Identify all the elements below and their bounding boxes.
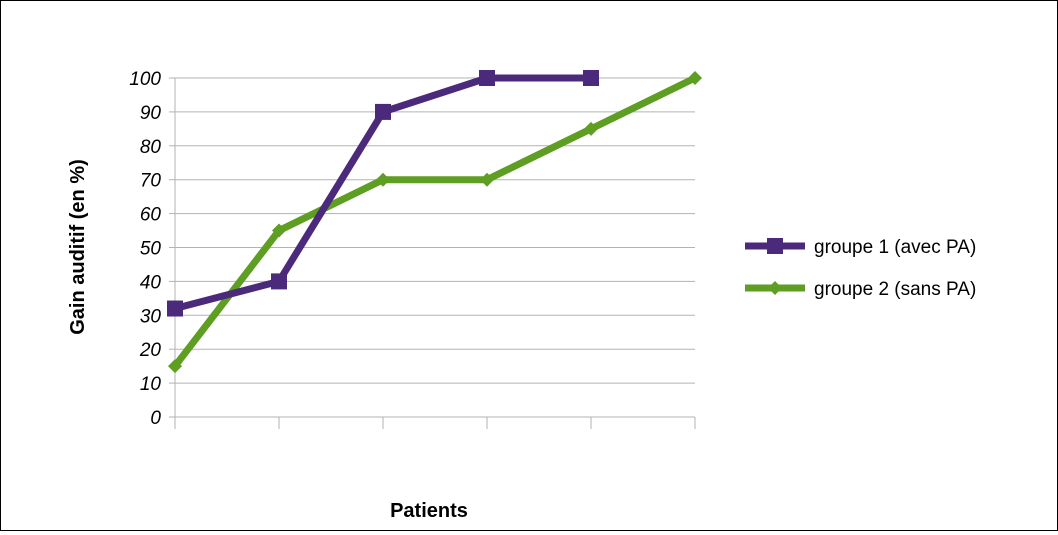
data-point	[272, 223, 286, 238]
legend: groupe 1 (avec PA) groupe 2 (sans PA)	[745, 237, 976, 300]
data-point	[167, 300, 183, 317]
y-tick-label: 40	[140, 272, 162, 293]
y-tick-label: 20	[139, 340, 162, 361]
series-2	[168, 71, 702, 374]
data-point	[168, 359, 182, 374]
y-tick-label: 80	[140, 137, 162, 158]
data-point	[688, 71, 702, 85]
y-tick-label: 100	[129, 69, 161, 90]
y-tick-label: 10	[140, 374, 162, 395]
y-axis-title: Gain auditif (en %)	[67, 159, 89, 335]
legend-item: groupe 1 (avec PA)	[745, 237, 976, 258]
series-lines	[167, 70, 702, 374]
y-tick-label: 30	[140, 306, 162, 327]
series-line	[172, 74, 697, 369]
y-tick-label: 90	[140, 103, 162, 124]
y-tick-label: 0	[150, 408, 161, 429]
data-point	[583, 70, 599, 86]
gridlines	[175, 77, 695, 384]
legend-marker	[768, 281, 782, 295]
y-tick-label: 50	[140, 239, 162, 260]
y-tick-label: 60	[140, 205, 162, 226]
data-point	[271, 273, 287, 290]
legend-label: groupe 2 (sans PA)	[814, 279, 976, 300]
legend-label: groupe 1 (avec PA)	[814, 237, 976, 258]
data-point	[376, 172, 390, 187]
data-point	[480, 172, 494, 187]
legend-marker	[767, 238, 783, 254]
x-axis-title: Patients	[390, 500, 468, 522]
series-1	[167, 70, 599, 317]
data-point	[479, 70, 495, 86]
y-tick-label: 70	[140, 171, 162, 192]
data-point	[375, 103, 391, 120]
data-point	[584, 121, 598, 136]
legend-item: groupe 2 (sans PA)	[745, 279, 976, 300]
